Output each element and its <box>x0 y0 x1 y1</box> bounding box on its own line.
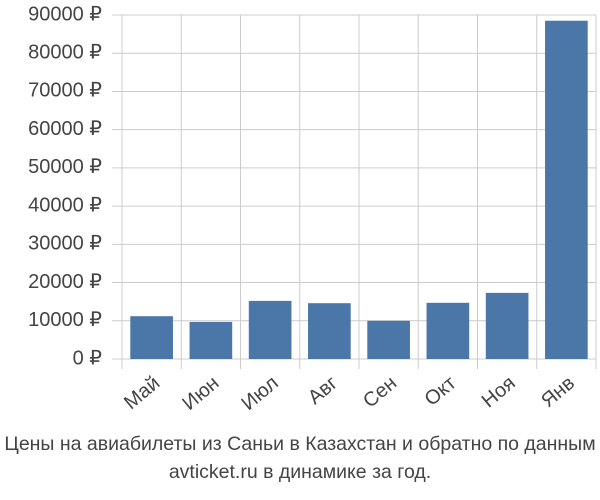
y-tick-label: 50000 ₽ <box>28 156 102 178</box>
chart: 0 ₽ 10000 ₽ 20000 ₽ 30000 ₽ 40000 ₽ 50000 ₽ 60… <box>28 3 597 415</box>
bar <box>308 303 351 359</box>
y-tick-label: 30000 ₽ <box>28 233 102 255</box>
x-tick-label: Май <box>120 372 164 414</box>
x-tick-label: Окт <box>421 372 461 411</box>
y-tick-label: 20000 ₽ <box>28 271 102 293</box>
y-tick-label: 60000 ₽ <box>28 118 102 140</box>
x-tick-label: Ноя <box>478 372 520 412</box>
x-tick-label: Июн <box>178 372 223 415</box>
x-tick-label: Июл <box>237 372 282 415</box>
bar <box>248 300 292 359</box>
bar <box>545 20 588 359</box>
bar <box>485 292 529 359</box>
bar <box>189 321 233 359</box>
x-tick-label: Янв <box>537 372 579 412</box>
y-tick-label: 70000 ₽ <box>28 80 102 102</box>
x-tick-label: Сен <box>359 372 401 412</box>
y-tick-label: 80000 ₽ <box>28 42 102 64</box>
y-tick-label: 40000 ₽ <box>28 194 102 216</box>
bar <box>367 320 410 359</box>
chart-title: Цены на авиабилеты из Саньи в Казахстан … <box>4 433 596 483</box>
y-tick-label: 90000 ₽ <box>28 3 102 25</box>
x-tick-label: Авг <box>304 372 342 409</box>
y-tick-label: 0 ₽ <box>73 347 103 369</box>
bar <box>426 302 470 359</box>
y-tick-label: 10000 ₽ <box>28 309 102 331</box>
bar <box>130 316 173 359</box>
